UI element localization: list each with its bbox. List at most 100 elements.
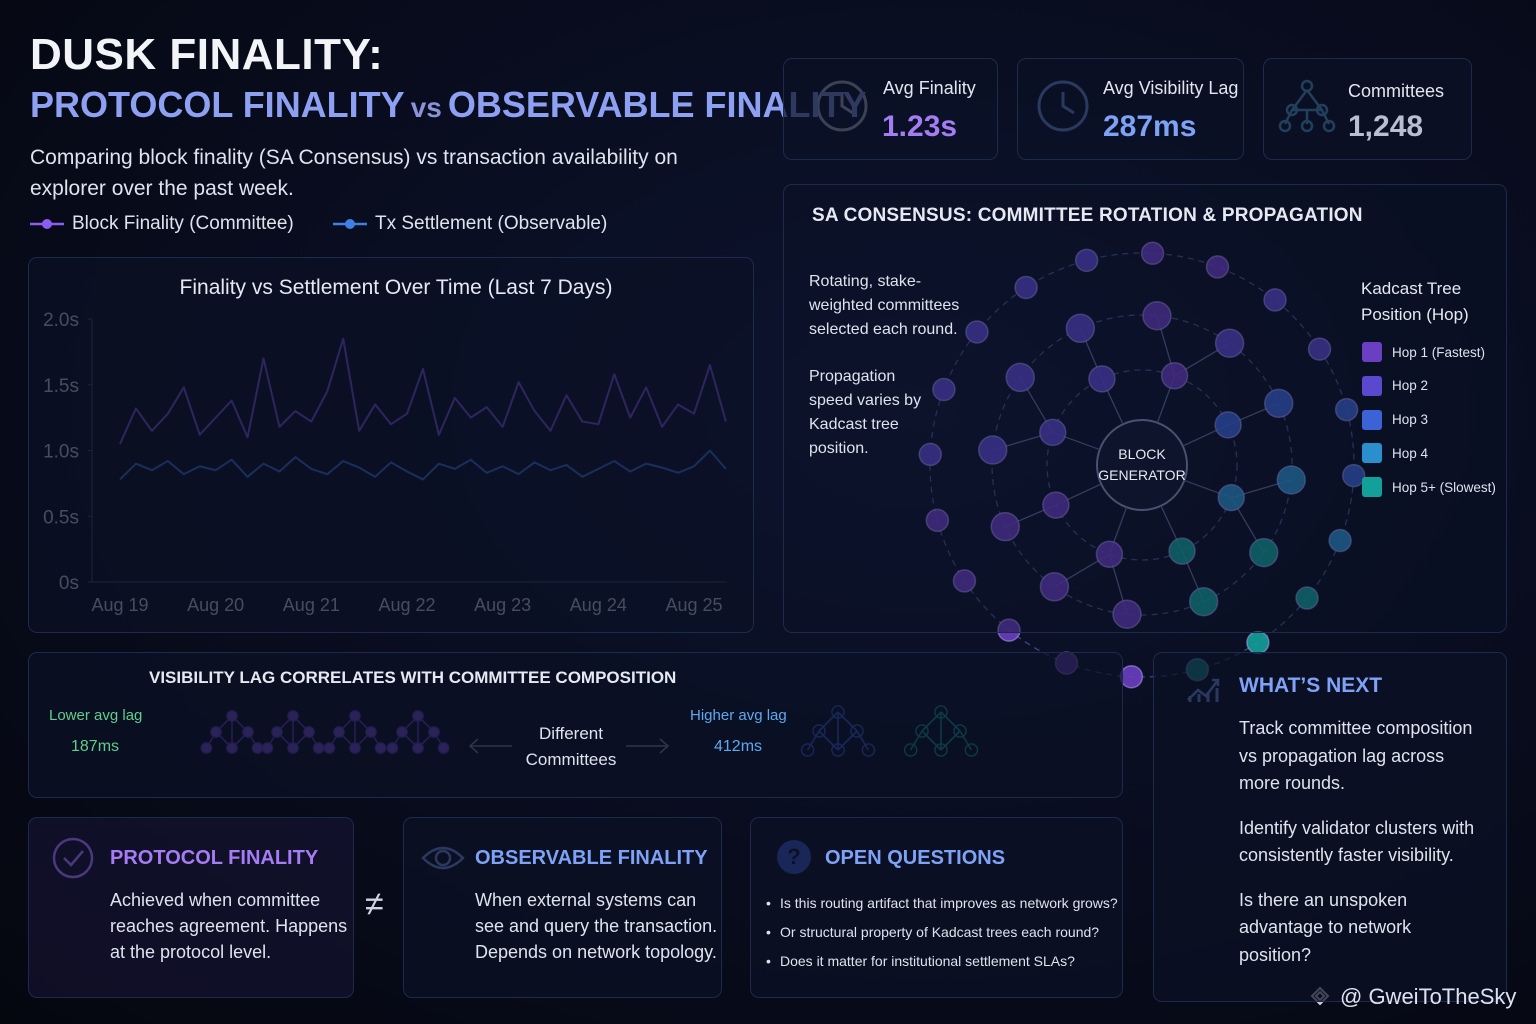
stat-card [1263,58,1472,160]
stat-card [1017,58,1244,160]
question: Is this routing artifact that improves a… [766,895,1120,911]
consensus-title: SA CONSENSUS: COMMITTEE ROTATION & PROPA… [812,205,1363,226]
card-title: PROTOCOL FINALITY [110,847,319,869]
block-generator [1096,419,1188,511]
node [1039,418,1067,447]
hop-swatch [1362,477,1382,498]
node [1168,537,1196,565]
hop-item: Hop 2 [1362,375,1429,396]
node [1205,255,1230,279]
chart-panel [28,257,754,633]
next-item: Identify validator clusters with consist… [1239,817,1475,866]
legend-label: Tx Settlement (Observable) [375,213,608,234]
middle-label: Different Committees [525,724,617,769]
node [1039,572,1070,602]
node [932,377,956,402]
legend-swatch [30,219,64,229]
hop-label: Hop 1 (Fastest) [1392,344,1486,360]
question: Does it matter for institutional settlem… [766,953,1120,969]
stat-value: 1,248 [1348,110,1424,143]
node [1214,328,1245,358]
node [1014,275,1038,300]
legend-swatch [333,219,367,229]
high-label: Higher avg lag [690,707,787,724]
hop-swatch [1362,409,1382,430]
node [1119,664,1144,689]
node [1160,362,1189,390]
stat-label: Committees [1348,81,1445,101]
node [1142,300,1172,331]
hop-item: Hop 1 (Fastest) [1362,342,1485,362]
stat-value: 1.23s [882,110,958,143]
card-title: OBSERVABLE FINALITY [475,847,708,869]
node [1065,313,1096,344]
protocol-card [28,817,354,998]
consensus-note: Propagation speed varies by Kadcast tree… [809,368,922,457]
node [1307,337,1332,361]
card-text: Achieved when committee reaches agreemen… [110,890,348,962]
node [1276,465,1307,495]
title: DUSK FINALITY: [30,30,384,79]
legend-label: Block Finality (Committee) [72,213,294,234]
node [925,508,950,533]
consensus-note: Rotating, stake-weighted committees sele… [809,273,960,338]
hop-label: Hop 5+ (Slowest) [1392,479,1496,495]
node [918,442,943,467]
card-title: OPEN QUESTIONS [825,847,1006,869]
node [1112,599,1142,630]
chart-title: Finality vs Settlement Over Time (Last 7… [179,276,613,299]
description: Comparing block finality (SA Consensus) … [30,146,678,200]
node [1249,537,1279,568]
legend-dot [42,219,52,229]
hop-label: Hop 4 [1392,445,1429,461]
lag-title: VISIBILITY LAG CORRELATES WITH COMMITTEE… [149,668,677,687]
node [1140,241,1165,266]
hop-swatch [1362,375,1382,396]
node [1005,362,1035,393]
hop-label: Hop 3 [1392,412,1429,428]
stat-value: 287ms [1103,110,1197,143]
hop-swatch [1362,443,1382,464]
node [1328,528,1352,553]
low-label: Lower avg lag [49,707,143,724]
node [990,511,1021,542]
legend-item: Tx Settlement (Observable) [333,213,607,235]
stat-label: Avg Visibility Lag [1103,78,1239,98]
node [1295,586,1319,610]
next-item: Is there an unspoken advantage to networ… [1239,889,1412,965]
center-label: BLOCK GENERATOR [1098,446,1186,483]
node [997,618,1021,642]
subtitle: PROTOCOL FINALITY vs OBSERVABLE FINALITY [30,84,867,126]
high-value: 412ms [714,738,763,755]
node [1088,365,1116,393]
subtitle-vs: vs [410,92,442,123]
stat-card [783,58,998,160]
node [1095,540,1124,568]
node [977,435,1008,465]
consensus-panel [783,184,1507,633]
node [1042,491,1070,519]
subtitle-a: PROTOCOL FINALITY [30,84,405,125]
stat-label: Avg Finality [883,78,976,98]
hop-legend-title: Kadcast Tree Position (Hop) [1361,279,1469,324]
node [1188,586,1219,617]
lag-panel [28,652,1123,798]
legend-item: Block Finality (Committee) [30,213,294,235]
observable-card [403,817,722,998]
legend-dot [345,219,355,229]
watermark: @ GweiToTheSky [1340,984,1517,1009]
hop-item: Hop 5+ (Slowest) [1362,477,1496,498]
question: Or structural property of Kadcast trees … [766,924,1120,940]
question-list: Is this routing artifact that improves a… [766,895,1120,982]
low-value: 187ms [71,738,120,755]
node [1263,388,1294,419]
node [952,569,977,593]
hop-label: Hop 2 [1392,378,1429,394]
not-equal: ≠ [365,885,384,923]
node [1246,630,1270,655]
next-list: Track committee composition vs propagati… [1239,715,1484,986]
node [1214,411,1242,439]
node [965,320,989,344]
node [1217,483,1245,512]
